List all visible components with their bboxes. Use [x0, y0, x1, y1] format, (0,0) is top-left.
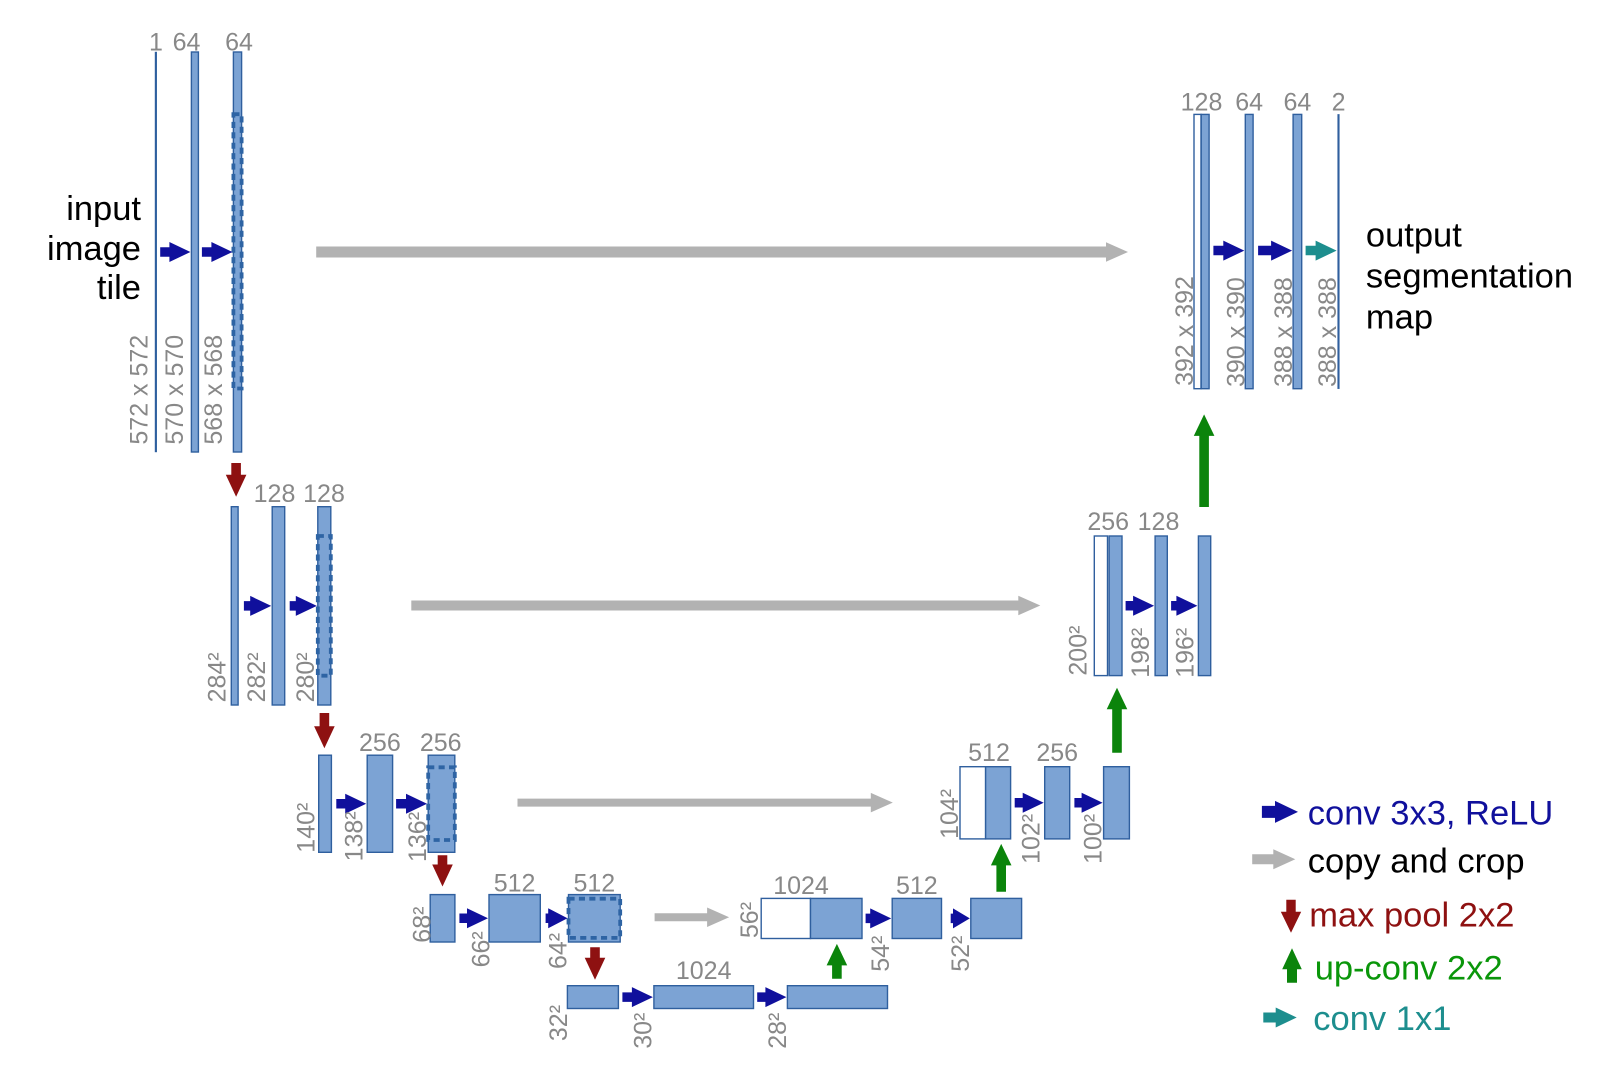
svg-text:392 x 392: 392 x 392	[1171, 276, 1199, 386]
svg-text:1024: 1024	[773, 872, 829, 900]
svg-text:56²: 56²	[736, 902, 764, 938]
svg-text:max pool 2x2: max pool 2x2	[1309, 897, 1514, 935]
svg-text:388 x 388: 388 x 388	[1314, 277, 1342, 387]
svg-text:54²: 54²	[867, 936, 895, 972]
svg-text:map: map	[1366, 298, 1433, 336]
svg-text:128: 128	[1138, 508, 1180, 536]
svg-text:conv 1x1: conv 1x1	[1313, 1000, 1451, 1038]
svg-text:256: 256	[1087, 508, 1129, 536]
svg-text:64: 64	[173, 28, 201, 56]
svg-text:output: output	[1366, 217, 1462, 255]
svg-text:196²: 196²	[1171, 628, 1199, 678]
svg-text:512: 512	[494, 870, 536, 898]
svg-text:512: 512	[968, 739, 1010, 767]
svg-text:input: input	[66, 190, 141, 228]
svg-text:136²: 136²	[404, 812, 432, 862]
svg-text:64: 64	[1235, 88, 1263, 116]
svg-text:image: image	[47, 230, 141, 268]
svg-text:256: 256	[359, 729, 401, 757]
svg-text:1: 1	[149, 28, 163, 56]
svg-text:128: 128	[254, 480, 296, 508]
svg-text:segmentation: segmentation	[1366, 258, 1573, 296]
svg-text:256: 256	[1036, 739, 1078, 767]
svg-text:66²: 66²	[467, 931, 495, 967]
svg-text:138²: 138²	[341, 811, 369, 861]
svg-text:284²: 284²	[204, 652, 232, 702]
svg-text:388 x 388: 388 x 388	[1270, 277, 1298, 387]
svg-text:30²: 30²	[630, 1013, 658, 1049]
svg-text:198²: 198²	[1127, 628, 1155, 678]
svg-text:282²: 282²	[243, 652, 271, 702]
svg-text:64²: 64²	[545, 933, 573, 969]
svg-text:100²: 100²	[1080, 814, 1108, 864]
svg-text:256: 256	[420, 729, 462, 757]
svg-text:68²: 68²	[409, 907, 437, 943]
svg-text:up-conv 2x2: up-conv 2x2	[1315, 950, 1503, 988]
svg-text:390 x 390: 390 x 390	[1222, 277, 1250, 387]
svg-text:568 x 568: 568 x 568	[200, 335, 228, 445]
svg-text:conv 3x3, ReLU: conv 3x3, ReLU	[1308, 794, 1553, 832]
svg-text:2: 2	[1332, 88, 1346, 116]
svg-text:572 x 572: 572 x 572	[126, 335, 154, 445]
svg-text:copy and crop: copy and crop	[1308, 843, 1525, 881]
svg-text:64: 64	[1283, 88, 1311, 116]
svg-text:200²: 200²	[1065, 626, 1093, 676]
svg-text:128: 128	[1181, 88, 1223, 116]
svg-text:128: 128	[303, 480, 345, 508]
svg-text:28²: 28²	[764, 1013, 792, 1049]
svg-text:64: 64	[225, 28, 253, 56]
svg-text:512: 512	[573, 870, 615, 898]
svg-text:104²: 104²	[936, 789, 964, 839]
svg-text:tile: tile	[97, 269, 141, 307]
svg-text:52²: 52²	[947, 936, 975, 972]
svg-text:512: 512	[896, 872, 938, 900]
svg-text:280²: 280²	[292, 652, 320, 702]
svg-text:32²: 32²	[545, 1005, 573, 1041]
svg-text:102²: 102²	[1018, 814, 1046, 864]
svg-text:1024: 1024	[676, 957, 732, 985]
svg-text:570 x 570: 570 x 570	[161, 335, 189, 445]
svg-text:140²: 140²	[293, 803, 321, 853]
